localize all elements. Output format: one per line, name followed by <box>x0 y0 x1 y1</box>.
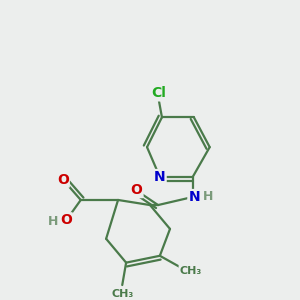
Text: O: O <box>60 213 72 227</box>
Text: O: O <box>130 183 142 197</box>
Text: N: N <box>154 170 166 184</box>
Text: Cl: Cl <box>152 86 166 100</box>
Text: H: H <box>203 190 213 203</box>
Text: H: H <box>48 215 58 228</box>
Text: CH₃: CH₃ <box>111 289 134 299</box>
Text: O: O <box>57 173 69 187</box>
Text: CH₃: CH₃ <box>179 266 202 276</box>
Text: N: N <box>188 190 200 204</box>
